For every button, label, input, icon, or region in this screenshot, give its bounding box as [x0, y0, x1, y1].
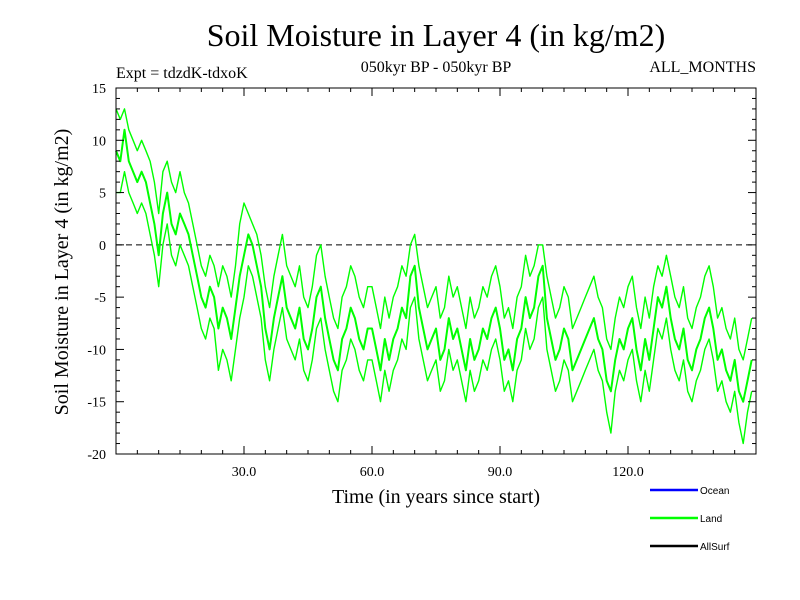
chart-title: Soil Moisture in Layer 4 (in kg/m2): [207, 17, 666, 53]
y-tick-label: -10: [87, 343, 106, 358]
legend-label: Ocean: [700, 486, 729, 497]
legend: Ocean Land AllSurf: [650, 486, 730, 553]
y-tick-label: 15: [92, 82, 106, 97]
series-line-2: [116, 170, 753, 445]
series-line-0: [115, 128, 753, 403]
x-tick-label: 120.0: [612, 465, 644, 480]
y-tick-label: -5: [94, 291, 106, 306]
x-tick-label: 30.0: [232, 465, 257, 480]
y-tick-label: 10: [92, 134, 106, 149]
series-line-1: [115, 108, 753, 361]
y-tick-label: -20: [87, 448, 106, 463]
data-series-group: [115, 108, 753, 445]
subtitle-center: 050kyr BP - 050kyr BP: [361, 59, 512, 76]
subtitle-right: ALL_MONTHS: [649, 59, 756, 76]
y-tick-label: -15: [87, 396, 106, 411]
legend-label: AllSurf: [700, 542, 730, 553]
legend-label: Land: [700, 514, 722, 525]
x-tick-label: 90.0: [488, 465, 513, 480]
y-tick-label: 0: [99, 239, 106, 254]
x-axis-label: Time (in years since start): [332, 486, 540, 508]
axes: 15 10 5 0 -5 -10 -15 -20 30.0 60.0 90.0 120.0: [87, 82, 757, 480]
y-tick-label: 5: [99, 187, 106, 202]
y-axis-label: Soil Moisture in Layer 4 (in kg/m2): [51, 129, 73, 416]
subtitle-left: Expt = tdzdK-tdxoK: [116, 65, 248, 82]
x-tick-label: 60.0: [360, 465, 385, 480]
